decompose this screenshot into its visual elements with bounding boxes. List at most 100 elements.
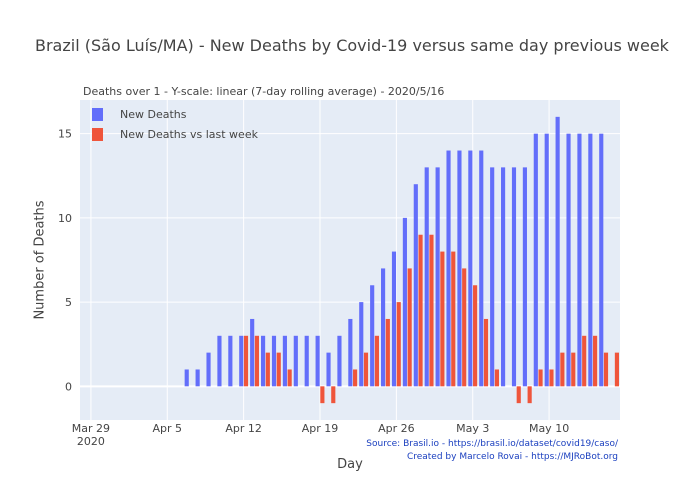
- bar-vs-last-week[interactable]: [287, 369, 292, 387]
- bar-vs-last-week[interactable]: [614, 352, 619, 387]
- bar-new-deaths[interactable]: [381, 268, 386, 387]
- legend-swatch-vs-last-week: [92, 127, 103, 141]
- credit-note[interactable]: Created by Marcelo Rovai - https://MJRoB…: [406, 452, 618, 462]
- chart-subtitle: Deaths over 1 - Y-scale: linear (7-day r…: [83, 85, 445, 98]
- bar-new-deaths[interactable]: [511, 167, 517, 387]
- y-tick-label: 10: [58, 212, 72, 225]
- x-tick-label: Mar 29: [72, 422, 110, 435]
- gridlines: [80, 100, 620, 420]
- bar-vs-last-week[interactable]: [603, 352, 609, 387]
- bar-vs-last-week[interactable]: [462, 268, 467, 387]
- bar-new-deaths[interactable]: [293, 335, 298, 387]
- bar-new-deaths[interactable]: [522, 167, 527, 387]
- bar-vs-last-week[interactable]: [593, 335, 598, 387]
- bar-new-deaths[interactable]: [501, 167, 506, 387]
- bar-new-deaths[interactable]: [435, 167, 440, 387]
- bar-new-deaths[interactable]: [228, 335, 233, 387]
- chart-title: Brazil (São Luís/MA) - New Deaths by Cov…: [35, 36, 669, 55]
- bar-new-deaths[interactable]: [588, 133, 593, 387]
- bar-new-deaths[interactable]: [217, 335, 222, 387]
- legend-item-vs-last-week[interactable]: New Deaths vs last week: [92, 124, 258, 144]
- bar-vs-last-week[interactable]: [363, 352, 369, 387]
- x-axis-label: Day: [337, 457, 363, 472]
- bar-new-deaths[interactable]: [206, 352, 211, 387]
- legend[interactable]: New Deaths New Deaths vs last week: [92, 104, 258, 144]
- legend-label-vs-last-week: New Deaths vs last week: [120, 127, 258, 141]
- bar-new-deaths[interactable]: [468, 150, 473, 387]
- legend-label-new-deaths: New Deaths: [120, 107, 187, 121]
- bar-new-deaths[interactable]: [424, 167, 429, 387]
- x-tick-label: May 3: [456, 422, 489, 435]
- bar-vs-last-week[interactable]: [353, 369, 358, 387]
- bars: [184, 116, 619, 404]
- bar-vs-last-week[interactable]: [451, 251, 456, 387]
- bar-vs-last-week[interactable]: [418, 234, 423, 387]
- bar-new-deaths[interactable]: [370, 285, 375, 387]
- bar-new-deaths[interactable]: [479, 150, 484, 387]
- x-tick-label: Apr 19: [302, 422, 339, 435]
- y-tick-label: 5: [65, 296, 72, 309]
- bar-vs-last-week[interactable]: [527, 386, 532, 404]
- bar-new-deaths[interactable]: [490, 167, 495, 387]
- bar-vs-last-week[interactable]: [374, 335, 379, 387]
- legend-item-new-deaths[interactable]: New Deaths: [92, 104, 258, 124]
- x-tick-label: Apr 5: [153, 422, 183, 435]
- x-tick-sublabel: 2020: [77, 435, 105, 448]
- bar-new-deaths[interactable]: [599, 133, 604, 387]
- y-tick-label: 0: [65, 380, 72, 393]
- bar-vs-last-week[interactable]: [320, 386, 325, 404]
- bar-new-deaths[interactable]: [544, 133, 549, 387]
- bar-new-deaths[interactable]: [239, 335, 244, 387]
- bar-new-deaths[interactable]: [566, 133, 571, 387]
- y-axis-ticks: 0 5 10 15: [58, 128, 72, 394]
- bar-new-deaths[interactable]: [304, 335, 309, 387]
- bar-new-deaths[interactable]: [457, 150, 462, 387]
- x-tick-label: Apr 12: [225, 422, 262, 435]
- bar-new-deaths[interactable]: [446, 150, 451, 387]
- y-axis-label: Number of Deaths: [32, 200, 48, 320]
- bar-new-deaths[interactable]: [326, 352, 331, 387]
- legend-swatch-new-deaths: [92, 107, 103, 121]
- bar-vs-last-week[interactable]: [265, 352, 270, 387]
- bar-new-deaths[interactable]: [348, 318, 353, 387]
- bar-vs-last-week[interactable]: [254, 335, 259, 387]
- bar-new-deaths[interactable]: [555, 116, 560, 387]
- bar-vs-last-week[interactable]: [494, 369, 499, 387]
- bar-new-deaths[interactable]: [195, 369, 200, 387]
- bar-vs-last-week[interactable]: [582, 335, 587, 387]
- bar-new-deaths[interactable]: [413, 184, 418, 387]
- bar-vs-last-week[interactable]: [549, 369, 554, 387]
- bar-vs-last-week[interactable]: [429, 234, 434, 387]
- bar-vs-last-week[interactable]: [571, 352, 576, 387]
- bar-vs-last-week[interactable]: [560, 352, 565, 387]
- bar-new-deaths[interactable]: [337, 335, 342, 387]
- bar-vs-last-week[interactable]: [538, 369, 543, 387]
- bar-new-deaths[interactable]: [261, 335, 266, 387]
- bar-vs-last-week[interactable]: [407, 268, 412, 387]
- bar-new-deaths[interactable]: [402, 217, 407, 387]
- bar-new-deaths[interactable]: [184, 369, 189, 387]
- bar-new-deaths[interactable]: [577, 133, 582, 387]
- bar-new-deaths[interactable]: [271, 335, 277, 387]
- source-note[interactable]: Source: Brasil.io - https://brasil.io/da…: [366, 439, 618, 449]
- bar-new-deaths[interactable]: [315, 335, 320, 387]
- bar-vs-last-week[interactable]: [483, 318, 489, 387]
- bar-vs-last-week[interactable]: [385, 318, 390, 387]
- bar-vs-last-week[interactable]: [243, 335, 249, 387]
- bar-vs-last-week[interactable]: [516, 386, 521, 404]
- bar-vs-last-week[interactable]: [331, 386, 336, 404]
- bar-vs-last-week[interactable]: [440, 251, 445, 387]
- x-tick-label: Apr 26: [378, 422, 415, 435]
- bar-new-deaths[interactable]: [391, 251, 397, 387]
- bar-new-deaths[interactable]: [282, 335, 287, 387]
- bar-new-deaths[interactable]: [359, 302, 364, 387]
- bar-vs-last-week[interactable]: [276, 352, 281, 387]
- bar-vs-last-week[interactable]: [396, 302, 401, 387]
- y-tick-label: 15: [58, 128, 72, 141]
- bar-vs-last-week[interactable]: [473, 285, 478, 387]
- bar-new-deaths[interactable]: [533, 133, 538, 387]
- x-tick-label: May 10: [529, 422, 569, 435]
- bar-new-deaths[interactable]: [250, 318, 255, 387]
